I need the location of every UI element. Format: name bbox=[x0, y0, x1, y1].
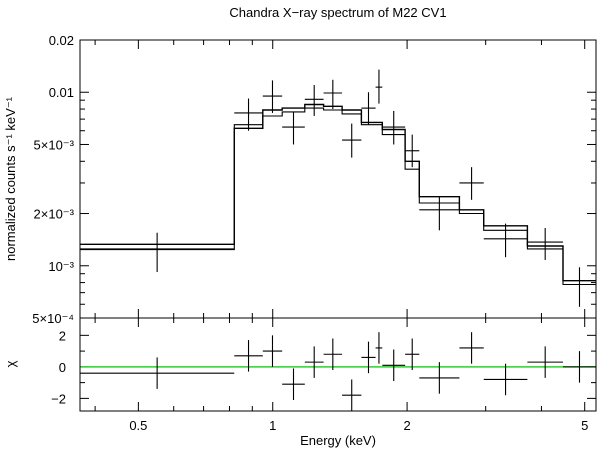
spectrum-axis-ticks: 0.02 0.01 5×10⁻³ 2×10⁻³ 10⁻³ 5×10⁻⁴ bbox=[32, 33, 596, 326]
spectrum-data-point bbox=[382, 110, 406, 145]
spectrum-data-point bbox=[234, 98, 263, 131]
spectrum-data-point bbox=[342, 123, 362, 158]
residual-data-point bbox=[282, 368, 305, 400]
spectrum-data-point bbox=[262, 80, 283, 113]
residual-axis-ticks: 2 0 −2 bbox=[51, 318, 596, 411]
spectrum-plot-frame bbox=[79, 39, 597, 319]
residual-data-point bbox=[323, 338, 343, 371]
spectrum-data-point bbox=[375, 69, 383, 104]
x-tick-label: 0.5 bbox=[129, 418, 147, 433]
spectrum-data-point bbox=[562, 267, 596, 307]
x-tick-label: 1 bbox=[269, 418, 276, 433]
spectrum-data-point bbox=[405, 134, 420, 168]
spectrum-data-point bbox=[419, 196, 460, 231]
spectrum-data-point bbox=[483, 223, 528, 258]
spectrum-data-point bbox=[459, 167, 484, 200]
y-tick-label: 10⁻³ bbox=[48, 259, 74, 274]
residual-data-point bbox=[234, 340, 263, 372]
residual-data-point bbox=[304, 346, 324, 378]
spectrum-data-points bbox=[80, 69, 596, 307]
residual-data-point bbox=[483, 363, 528, 396]
residual-data-point bbox=[80, 357, 235, 389]
spectrum-data-point bbox=[527, 228, 563, 260]
y-tick-label: 2×10⁻³ bbox=[34, 207, 75, 222]
spectrum-panel: 0.02 0.01 5×10⁻³ 2×10⁻³ 10⁻³ 5×10⁻⁴ bbox=[32, 33, 597, 326]
x-tick-label: 2 bbox=[403, 418, 410, 433]
residual-data-point bbox=[527, 346, 563, 378]
residual-data-point bbox=[459, 332, 484, 364]
residual-data-point bbox=[382, 349, 406, 382]
y-tick-label: 0.01 bbox=[49, 85, 74, 100]
x-tick-labels: 0.5 1 2 5 bbox=[129, 418, 588, 433]
residual-data-point bbox=[342, 379, 362, 411]
x-axis-label: Energy (keV) bbox=[300, 433, 376, 448]
residual-panel: 2 0 −2 bbox=[51, 317, 597, 412]
y-tick-label: 0.02 bbox=[49, 33, 74, 48]
spectrum-data-point bbox=[80, 232, 235, 273]
residual-y-tick-label: −2 bbox=[51, 391, 66, 406]
residual-data-point bbox=[405, 338, 420, 371]
model-step-lines bbox=[80, 103, 596, 286]
residual-data-point bbox=[375, 332, 383, 364]
x-tick-label: 5 bbox=[581, 418, 588, 433]
model-line-upper bbox=[80, 103, 596, 282]
chart-title: Chandra X−ray spectrum of M22 CV1 bbox=[229, 5, 446, 20]
residual-y-axis-label: χ bbox=[3, 360, 18, 367]
model-line-lower bbox=[80, 107, 596, 286]
residual-data-point bbox=[361, 341, 376, 374]
residual-data-point bbox=[419, 362, 460, 394]
residual-plot-frame bbox=[79, 317, 597, 412]
residual-data-points bbox=[80, 332, 596, 411]
spectrum-data-point bbox=[361, 92, 376, 125]
y-tick-label: 5×10⁻³ bbox=[34, 137, 75, 152]
spectrum-data-point bbox=[282, 111, 305, 145]
y-tick-label: 5×10⁻⁴ bbox=[32, 311, 74, 326]
spectrum-data-point bbox=[323, 79, 343, 110]
spectrum-data-point bbox=[304, 85, 324, 116]
residual-y-tick-label: 2 bbox=[59, 328, 66, 343]
residual-data-point bbox=[562, 351, 596, 383]
residual-data-point bbox=[262, 335, 283, 367]
residual-y-tick-label: 0 bbox=[59, 360, 66, 375]
spectrum-y-axis-label: normalized counts s⁻¹ keV⁻¹ bbox=[3, 96, 18, 261]
